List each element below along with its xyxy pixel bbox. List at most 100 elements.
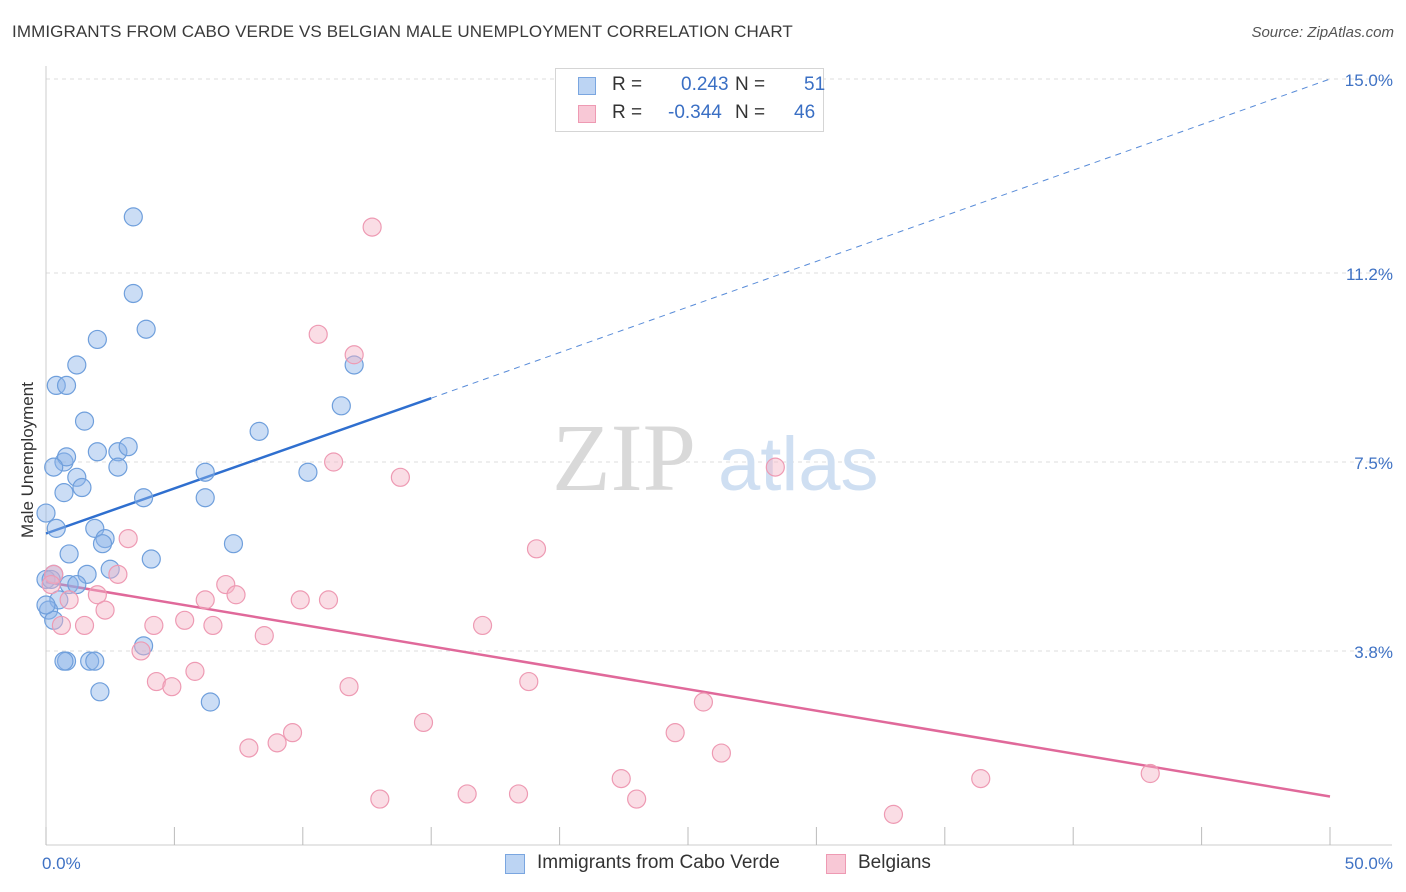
point-cabo-verde xyxy=(108,442,128,462)
point-belgians xyxy=(472,615,493,636)
point-belgians xyxy=(711,743,731,763)
point-belgians xyxy=(290,590,310,610)
y-tick-label: 11.2% xyxy=(1346,265,1393,284)
point-belgians xyxy=(362,217,382,237)
x-tick-label-max: 50.0% xyxy=(1345,854,1393,873)
y-tick-label: 15.0% xyxy=(1345,71,1393,90)
point-belgians xyxy=(162,677,182,697)
y-axis-label: Male Unemployment xyxy=(18,382,37,538)
point-cabo-verde xyxy=(298,462,318,482)
point-cabo-verde xyxy=(54,483,74,503)
point-cabo-verde xyxy=(56,375,77,395)
legend-r-label: R = xyxy=(612,102,643,123)
point-belgians xyxy=(59,590,79,610)
point-belgians xyxy=(971,769,991,789)
point-belgians xyxy=(519,671,539,692)
point-cabo-verde xyxy=(133,488,154,508)
point-belgians xyxy=(344,345,364,365)
point-cabo-verde xyxy=(195,488,215,508)
point-cabo-verde xyxy=(41,569,61,590)
x-tick-label-min: 0.0% xyxy=(42,854,81,873)
point-belgians xyxy=(627,789,647,809)
point-cabo-verde xyxy=(87,329,107,350)
point-belgians xyxy=(108,564,128,584)
point-cabo-verde xyxy=(74,411,95,431)
point-cabo-verde xyxy=(36,595,56,615)
point-belgians xyxy=(526,539,547,559)
point-belgians xyxy=(185,661,205,681)
point-cabo-verde xyxy=(72,477,92,498)
point-cabo-verde xyxy=(90,682,110,702)
point-cabo-verde xyxy=(44,457,64,477)
series-name: Immigrants from Cabo Verde xyxy=(537,852,780,873)
point-cabo-verde xyxy=(200,692,220,712)
point-cabo-verde xyxy=(46,375,66,395)
point-cabo-verde xyxy=(38,600,59,620)
point-belgians xyxy=(144,615,164,636)
point-cabo-verde xyxy=(85,651,105,671)
chart-title: IMMIGRANTS FROM CABO VERDE VS BELGIAN MA… xyxy=(12,22,793,41)
point-cabo-verde xyxy=(77,564,97,584)
y-tick-label: 7.5% xyxy=(1354,454,1393,473)
grid-lines xyxy=(46,78,1392,652)
trend-lines xyxy=(45,78,1331,798)
point-cabo-verde xyxy=(123,283,143,304)
point-belgians xyxy=(267,733,287,753)
point-belgians xyxy=(131,641,151,661)
point-belgians xyxy=(457,784,477,804)
trend-line-cabo-verde xyxy=(45,396,432,535)
watermark-atlas: atlas xyxy=(718,422,879,507)
point-belgians xyxy=(74,615,95,636)
point-cabo-verde xyxy=(87,442,107,462)
legend-swatch-blue xyxy=(578,77,596,95)
point-cabo-verde xyxy=(54,651,74,671)
point-belgians xyxy=(175,610,195,630)
trend-line-projection xyxy=(431,78,1331,399)
point-cabo-verde xyxy=(80,651,100,671)
point-cabo-verde xyxy=(36,503,56,523)
point-cabo-verde xyxy=(95,528,115,549)
point-cabo-verde xyxy=(249,421,269,441)
point-belgians xyxy=(195,590,215,610)
point-belgians xyxy=(318,590,339,610)
point-belgians xyxy=(883,804,904,824)
legend-n-value: 46 xyxy=(794,102,816,123)
point-belgians xyxy=(324,452,344,472)
point-cabo-verde xyxy=(67,467,87,487)
point-cabo-verde xyxy=(108,457,128,477)
correlation-legend: R = 0.243 N = 51 R = -0.344 N = 46 xyxy=(555,68,825,132)
series-name: Belgians xyxy=(858,852,931,873)
legend-swatch-pink xyxy=(578,105,596,123)
point-belgians xyxy=(765,457,785,477)
point-cabo-verde xyxy=(223,534,244,554)
data-points xyxy=(36,207,1160,824)
legend-r-value: 0.243 xyxy=(681,74,729,95)
point-belgians xyxy=(226,585,246,605)
axes xyxy=(45,66,1392,846)
point-belgians xyxy=(51,615,72,636)
point-cabo-verde xyxy=(344,355,364,375)
point-belgians xyxy=(339,677,359,697)
point-cabo-verde xyxy=(46,518,66,538)
point-belgians xyxy=(87,585,107,605)
point-belgians xyxy=(203,615,223,636)
point-cabo-verde xyxy=(118,437,138,457)
point-belgians xyxy=(508,784,529,804)
watermark-zip: ZIP xyxy=(552,404,696,511)
point-belgians xyxy=(308,324,328,344)
point-belgians xyxy=(118,528,138,549)
legend-n-label: N = xyxy=(735,102,766,123)
point-cabo-verde xyxy=(59,544,79,564)
point-cabo-verde xyxy=(123,207,143,227)
y-tick-label: 3.8% xyxy=(1354,643,1393,662)
series-swatch-pink xyxy=(826,854,846,874)
point-belgians xyxy=(239,738,259,758)
point-belgians xyxy=(254,626,274,646)
point-belgians xyxy=(146,671,167,692)
point-belgians xyxy=(693,692,714,712)
point-cabo-verde xyxy=(331,396,351,416)
legend-r-label: R = xyxy=(612,74,643,95)
point-belgians xyxy=(95,600,115,620)
point-belgians xyxy=(216,574,236,595)
legend-r-value: -0.344 xyxy=(668,102,722,123)
